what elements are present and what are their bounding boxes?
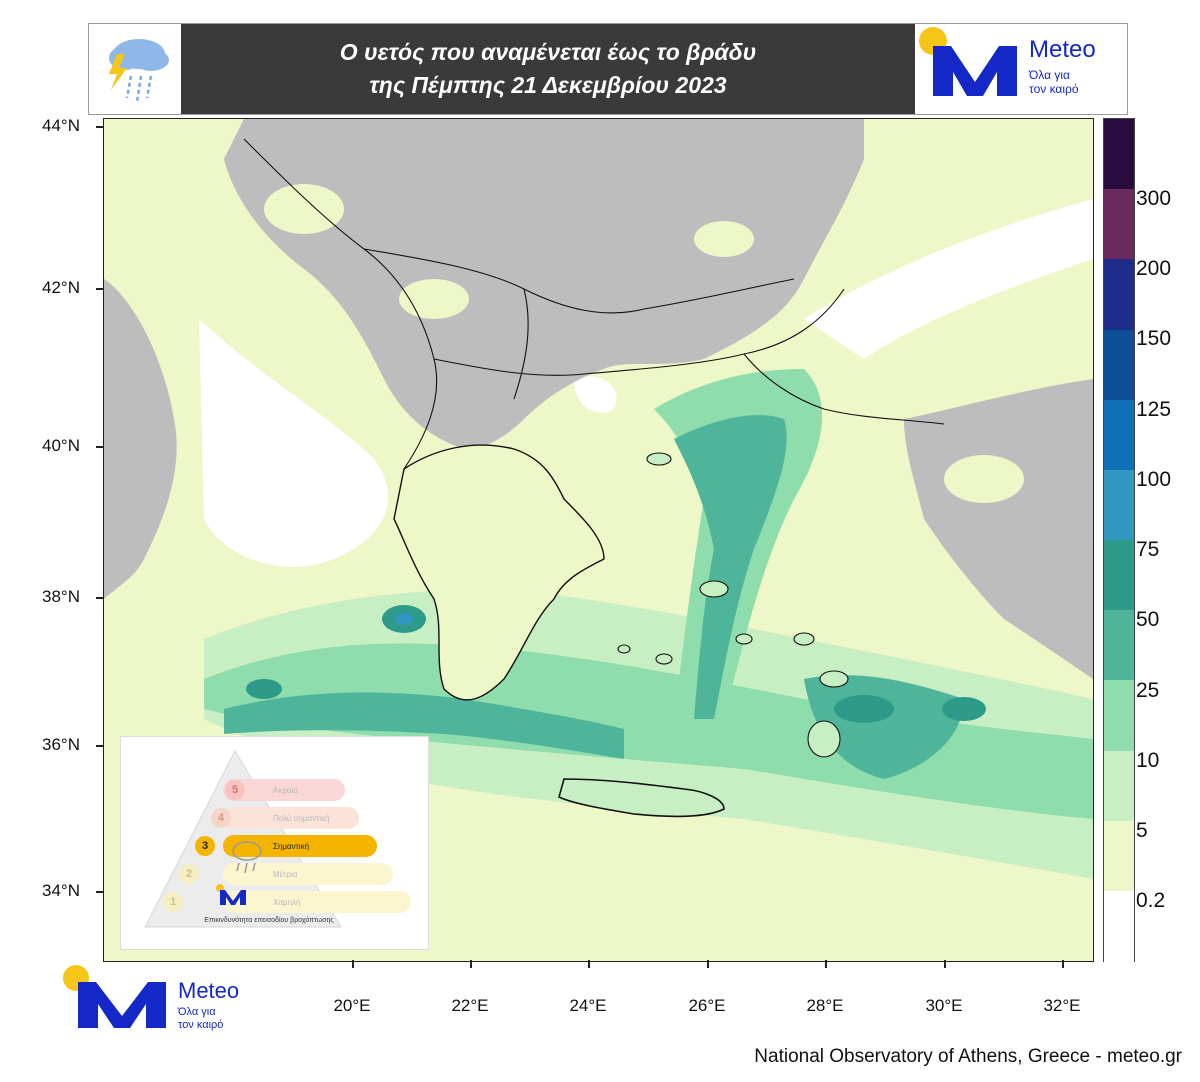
risk-number-5: 5 (225, 780, 245, 800)
colorbar-label: 200 (1136, 257, 1172, 280)
tagline-line-1: Όλα για (178, 1006, 216, 1018)
lon-tick (588, 960, 590, 968)
meteo-logo-header: Meteo Όλα για τον καιρό (915, 24, 1127, 114)
colorbar-label: 5 (1136, 819, 1148, 842)
lat-label-38: 38°N (42, 587, 80, 606)
tagline-line-1: Όλα για (1029, 68, 1070, 82)
risk-level-label: Ακραία (273, 785, 298, 795)
colorbar-segment (1104, 259, 1134, 331)
brand-tagline-footer: Όλα για τον καιρό (178, 1006, 223, 1032)
lon-label-32: 32°E (1043, 996, 1081, 1015)
inset-caption: Επικινδυνότητα επεισοδίου βροχόπτωσης (204, 917, 334, 924)
header-banner: Ο υετός που αναμένεται έως το βράδυ της … (88, 23, 1128, 115)
lon-label-20: 20°E (333, 996, 371, 1015)
colorbar-segment (1104, 119, 1134, 190)
tagline-line-2: τον καιρό (178, 1019, 224, 1031)
risk-level-4: Πολύ σημαντική (223, 807, 359, 829)
colorbar-segment (1104, 680, 1134, 752)
colorbar-segment (1104, 399, 1134, 471)
colorbar-label: 75 (1136, 538, 1160, 561)
colorbar-label: 25 (1136, 679, 1160, 702)
rain-cloud-icon (232, 841, 262, 874)
map-title: Ο υετός που αναμένεται έως το βράδυ της … (181, 24, 915, 114)
colorbar-label: 50 (1136, 608, 1160, 631)
colorbar-segment (1104, 750, 1134, 822)
lon-tick (707, 960, 709, 968)
lon-label-30: 30°E (925, 996, 963, 1015)
colorbar-segment (1104, 469, 1134, 541)
risk-level-5: Ακραία (223, 779, 345, 801)
lat-label-36: 36°N (42, 735, 80, 754)
risk-level-inset: Ακραία Πολύ σημαντική Σημαντική Μέτρια Χ… (120, 736, 429, 950)
risk-level-label: Μέτρια (273, 869, 298, 879)
lat-label-44: 44°N (42, 116, 80, 135)
lon-label-24: 24°E (569, 996, 607, 1015)
lat-label-42: 42°N (42, 278, 80, 297)
map-canvas (104, 119, 1093, 961)
colorbar-label: 150 (1136, 327, 1172, 350)
meteo-logo-small-icon (216, 884, 246, 905)
colorbar-label: 300 (1136, 187, 1172, 210)
risk-level-1: Χαμηλή (223, 891, 411, 913)
colorbar-label: 10 (1136, 749, 1160, 772)
tagline-line-2: τον καιρό (1029, 82, 1079, 96)
brand-name-footer: Meteo (178, 978, 240, 1003)
meteo-logo-icon (919, 27, 1017, 96)
colorbar-segment (1104, 610, 1134, 682)
credit-text: National Observatory of Athens, Greece -… (754, 1046, 1182, 1067)
risk-level-label: Σημαντική (273, 841, 310, 851)
meteo-logo-footer: Meteo Όλα για τον καιρό (60, 964, 260, 1034)
risk-number-2: 2 (179, 864, 199, 884)
colorbar-segment (1104, 890, 1134, 962)
lat-tick (96, 126, 104, 128)
risk-level-2: Μέτρια (223, 863, 393, 885)
cloud-lightning-rain-icon (109, 39, 169, 103)
precipitation-map (103, 118, 1094, 962)
lat-tick (96, 446, 104, 448)
lon-label-28: 28°E (806, 996, 844, 1015)
lon-tick (944, 960, 946, 968)
lat-tick (96, 891, 104, 893)
risk-level-label: Πολύ σημαντική (273, 813, 330, 823)
lat-tick (96, 745, 104, 747)
lon-tick (1062, 960, 1064, 968)
colorbar-segment (1104, 189, 1134, 261)
lat-tick (96, 288, 104, 290)
precipitation-colorbar (1103, 118, 1135, 962)
risk-number-1: 1 (163, 892, 183, 912)
colorbar-segment (1104, 329, 1134, 401)
lon-tick (352, 960, 354, 968)
lat-label-40: 40°N (42, 436, 80, 455)
title-line-1: Ο υετός που αναμένεται έως το βράδυ (339, 39, 757, 65)
brand-tagline: Όλα για τον καιρό (1029, 68, 1079, 96)
colorbar-label: 0.2 (1136, 889, 1166, 912)
colorbar-segment (1104, 820, 1134, 892)
title-line-2: της Πέμπτης 21 Δεκεμβρίου 2023 (369, 72, 727, 98)
lon-tick (825, 960, 827, 968)
colorbar-label: 100 (1136, 468, 1172, 491)
weather-icon-box (89, 24, 182, 114)
lat-label-34: 34°N (42, 881, 80, 900)
risk-number-3: 3 (195, 836, 215, 856)
lat-tick (96, 597, 104, 599)
brand-name: Meteo (1029, 36, 1096, 63)
meteo-logo-icon (63, 965, 166, 1028)
colorbar-segment (1104, 540, 1134, 611)
risk-number-4: 4 (211, 808, 231, 828)
lon-tick (470, 960, 472, 968)
colorbar-label: 125 (1136, 398, 1172, 421)
lon-label-26: 26°E (688, 996, 726, 1015)
lon-label-22: 22°E (451, 996, 489, 1015)
risk-level-label: Χαμηλή (273, 897, 301, 907)
